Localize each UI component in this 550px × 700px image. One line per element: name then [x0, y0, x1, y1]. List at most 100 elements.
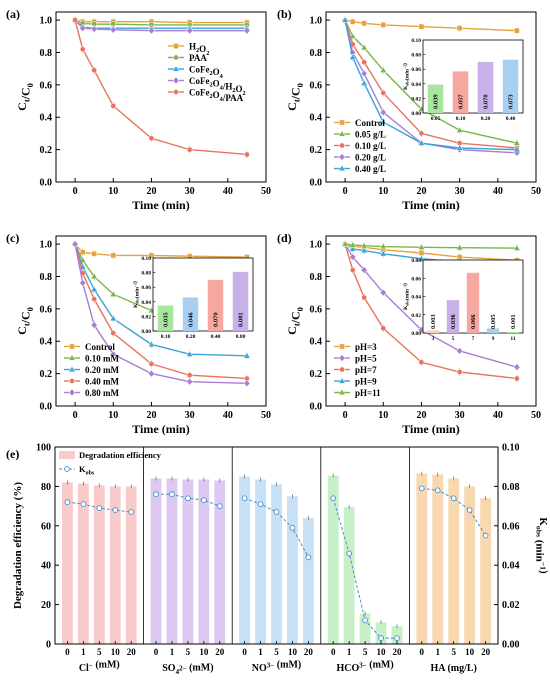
legend-label-part: pH=3 [355, 342, 377, 352]
efficiency-bar [480, 498, 492, 644]
y-tick-label: 0.6 [40, 304, 53, 315]
inset-bar [506, 332, 520, 333]
y2-axis-label-part: obs [535, 526, 544, 537]
kobs-point [330, 495, 337, 502]
kobs-line [244, 497, 309, 558]
plot-frame [325, 235, 537, 407]
y-tick-label: 60 [41, 521, 51, 532]
y-tick-label: 0.6 [310, 304, 323, 315]
inset-y-axis-label-part: K [403, 85, 409, 90]
data-point [360, 266, 368, 274]
y-axis-label-part: C [15, 102, 29, 111]
kobs-point [257, 501, 264, 507]
y-tick-label: 1.0 [310, 240, 323, 251]
data-point [90, 321, 98, 329]
legend-label-part: /PAA [222, 93, 244, 103]
x-tick-label: 5 [186, 647, 191, 657]
plot-frame [54, 446, 499, 645]
legend-marker [339, 343, 345, 350]
inset-y-tick-label: 0.10 [141, 256, 151, 262]
data-point [349, 241, 357, 248]
inset-x-tick-label: 7 [472, 336, 475, 342]
kobs-point [273, 509, 280, 515]
data-point [90, 25, 98, 33]
kobs-point [289, 524, 296, 531]
x-tick-label: 20 [215, 647, 225, 657]
legend-label-part: 0.20 mM [85, 365, 119, 375]
y-axis-label-part: 0 [296, 307, 305, 311]
legend-label-part: CoFe [189, 76, 210, 86]
data-point [418, 359, 425, 366]
data-point [186, 372, 193, 379]
y-axis-label-part: 0 [26, 83, 35, 87]
legend-marker [338, 130, 346, 137]
data-point [379, 118, 387, 125]
y-axis-label: Ct/C0 [15, 307, 35, 335]
x-tick-label: 20 [127, 647, 137, 657]
inset-bar [157, 305, 174, 331]
inset-x-tick-label: 9 [492, 336, 495, 342]
legend: Control 0.05 g/L0.10 g/L 0.20 g/L0.40 g/L [334, 118, 386, 174]
plot-frame [325, 11, 537, 183]
data-point [79, 279, 87, 287]
legend-label-part: 4 [220, 84, 224, 91]
kobs-point [96, 505, 103, 511]
data-point [380, 325, 387, 332]
x-tick-label: 30 [185, 410, 195, 421]
inset-y-tick-label: 0.06 [411, 67, 421, 73]
series-line [74, 19, 247, 24]
y-tick-label: 0.4 [310, 337, 323, 348]
series-Control [342, 16, 520, 35]
legend-label-part: 0.20 g/L [355, 153, 386, 163]
legend-label-part: O [213, 90, 220, 100]
inset-y-tick-label: 0.04 [411, 82, 421, 88]
kobs-point [482, 532, 489, 539]
x-tick-label: 10 [108, 410, 118, 421]
data-point [513, 244, 521, 251]
inset-y-axis-label: Kobs(min−1) [402, 63, 411, 90]
legend-label: 0.10 g/L [355, 141, 386, 151]
y-axis-label-part: C [15, 326, 29, 335]
efficiency-bar [287, 496, 298, 644]
inset-y-axis-label-part: −1 [404, 65, 408, 69]
inset-y-tick-label: 0.02 [141, 314, 151, 320]
data-point [456, 347, 464, 355]
legend-label-part: /H [222, 81, 233, 91]
data-point [361, 59, 368, 66]
x-tick-label: 0 [331, 647, 336, 657]
data-point [341, 240, 349, 247]
inset-bar-value: 0.070 [213, 312, 220, 327]
inset-y-tick-label: 0.06 [141, 285, 151, 291]
legend-marker [173, 89, 179, 95]
inset-bar-value: 0.005 [490, 314, 497, 329]
data-point [147, 26, 155, 35]
data-point [148, 135, 155, 142]
data-point [379, 242, 387, 250]
group-label-part: 3− [267, 662, 275, 670]
y-tick-label: 0.8 [40, 272, 53, 283]
group-label-part: (mg/L) [445, 663, 477, 674]
inset-x-tick-label: 11 [510, 336, 515, 342]
inset-bar-value: 0.081 [238, 312, 245, 327]
inset-y-tick-label: 0.08 [411, 53, 421, 59]
group-5: 0 1 5 10 20 HA (mg/L) [408, 447, 492, 674]
y2-axis-label-part: ) [538, 570, 550, 574]
inset-bar-value: 0.066 [470, 314, 477, 329]
inset-bar [486, 328, 500, 333]
x-tick-label: 10 [377, 647, 387, 657]
legend-label-part: H [189, 42, 196, 52]
inset-y-axis-label-part: ) [402, 283, 409, 285]
inset-y-axis-label-part: obs [406, 80, 410, 86]
y2-tick-label: 0.04 [502, 561, 520, 572]
y-axis-label-part: C [285, 102, 299, 111]
x-tick-label: 40 [493, 186, 503, 197]
inset-y-tick-label: 0.02 [411, 96, 421, 102]
inset-y-tick-label: 0.06 [411, 276, 421, 282]
kobs-point [394, 635, 400, 641]
legend-label: pH=7 [355, 365, 377, 375]
legend-marker [172, 76, 180, 85]
y-tick-label: 0.4 [40, 337, 53, 348]
y-tick-label: 0.0 [40, 402, 53, 413]
x-tick-label: 50 [261, 410, 271, 421]
